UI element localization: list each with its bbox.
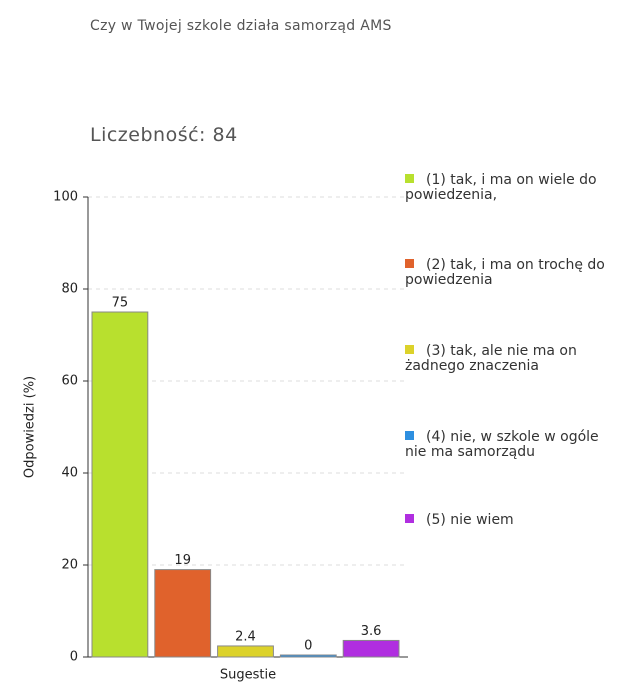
chart-title: Czy w Twojej szkole działa samorząd AMS <box>90 18 392 34</box>
y-tick-label: 20 <box>61 558 78 573</box>
legend-item: (5) nie wiem <box>405 513 620 528</box>
legend-swatch <box>405 514 414 523</box>
y-tick-label: 40 <box>61 466 78 481</box>
legend-item: (3) tak, ale nie ma on żadnego znaczenia <box>405 344 620 374</box>
bar <box>342 639 400 658</box>
legend-label: (4) nie, w szkole w ogóle nie ma samorzą… <box>405 429 599 460</box>
y-tick-label: 80 <box>61 282 78 297</box>
y-tick-label: 60 <box>61 374 78 389</box>
legend-item: (1) tak, i ma on wiele do powiedzenia, <box>405 173 620 203</box>
legend-swatch <box>405 174 414 183</box>
legend-swatch <box>405 259 414 268</box>
legend-item: (2) tak, i ma on trochę do powiedzenia <box>405 258 620 288</box>
y-tick-label: 0 <box>70 650 78 665</box>
data-label: 0 <box>304 639 312 654</box>
x-tick-label: Sugestie <box>220 668 276 683</box>
data-label: 3.6 <box>361 624 382 639</box>
y-tick-label: 100 <box>53 190 78 205</box>
legend-item: (4) nie, w szkole w ogóle nie ma samorzą… <box>405 430 620 460</box>
legend-swatch <box>405 345 414 354</box>
bar <box>279 654 337 658</box>
legend-swatch <box>405 431 414 440</box>
y-axis-label: Odpowiedzi (%) <box>23 376 38 478</box>
chart-subtitle: Liczebność: 84 <box>90 124 238 146</box>
legend-label: (2) tak, i ma on trochę do powiedzenia <box>405 257 605 288</box>
legend-label: (5) nie wiem <box>426 512 514 528</box>
data-label: 75 <box>112 296 129 311</box>
data-label: 19 <box>174 553 191 568</box>
data-label: 2.4 <box>235 629 256 644</box>
legend-label: (3) tak, ale nie ma on żadnego znaczenia <box>405 343 577 374</box>
bar <box>154 569 212 658</box>
legend-label: (1) tak, i ma on wiele do powiedzenia, <box>405 172 597 203</box>
bar <box>217 645 274 658</box>
bar <box>91 311 149 658</box>
